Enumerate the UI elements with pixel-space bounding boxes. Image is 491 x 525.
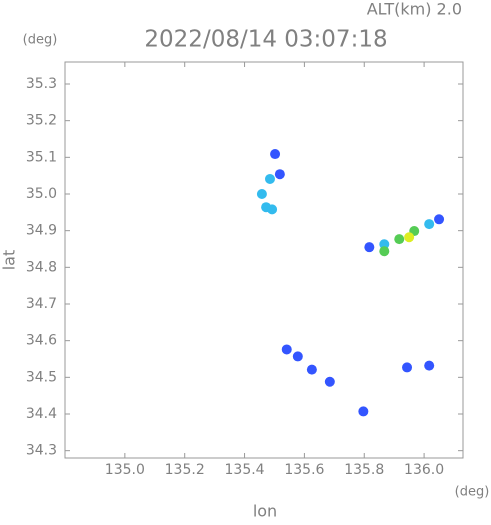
x-tick-label: 136.0 (404, 462, 444, 478)
echo-cell (267, 204, 278, 215)
y-tick-label: 35.3 (26, 76, 57, 92)
y-tick-label: 34.8 (26, 259, 57, 275)
echo-cell (270, 149, 281, 160)
echo-cell (434, 214, 445, 225)
y-tick-label: 34.7 (26, 296, 57, 312)
echo-cell (264, 173, 275, 184)
y-tick-label: 35.1 (26, 149, 57, 165)
y-tick-label: 35.2 (26, 113, 57, 129)
echo-cell (274, 169, 285, 180)
echo-cell (424, 360, 435, 371)
echo-cell (379, 246, 390, 257)
x-tick-label: 135.4 (225, 462, 265, 478)
y-unit: (deg) (23, 33, 58, 48)
plot-frame (64, 61, 464, 459)
x-tick-label: 135.2 (165, 462, 205, 478)
x-axis-label: lon (253, 502, 277, 521)
y-tick-label: 34.6 (26, 333, 57, 349)
altitude-label: ALT(km) 2.0 (367, 0, 462, 19)
echo-cell (424, 219, 435, 230)
echo-cell (364, 242, 375, 253)
chart-title: 2022/08/14 03:07:18 (144, 27, 387, 53)
echo-cell (324, 376, 335, 387)
y-axis-label: lat (0, 250, 19, 271)
echo-cell (394, 234, 405, 245)
echo-cell (256, 189, 267, 199)
x-tick-label: 135.8 (344, 462, 384, 478)
echo-cell (281, 344, 292, 355)
y-tick-label: 34.5 (26, 369, 57, 385)
echo-cell (306, 364, 317, 375)
echo-cell (404, 232, 415, 243)
x-tick-label: 135.6 (284, 462, 324, 478)
y-tick-label: 34.3 (26, 443, 57, 459)
echo-cell (358, 406, 369, 417)
x-unit: (deg) (455, 485, 490, 500)
echo-cell (402, 362, 413, 373)
x-tick-label: 135.0 (105, 462, 145, 478)
echo-cell (292, 351, 303, 362)
y-tick-label: 35.0 (26, 186, 57, 202)
y-tick-label: 34.4 (26, 406, 57, 422)
y-tick-label: 34.9 (26, 223, 57, 239)
echo-cell (379, 239, 390, 250)
